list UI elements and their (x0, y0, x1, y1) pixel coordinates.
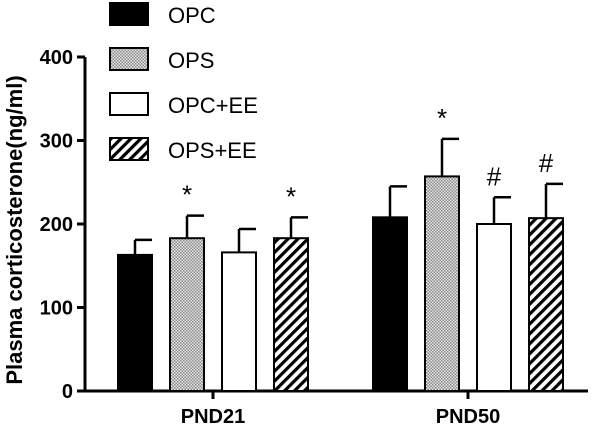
bar-ops-ee-pnd50 (528, 217, 564, 392)
y-tick-label: 300 (40, 131, 73, 153)
bar-opc-pnd21 (117, 253, 153, 392)
bar-ops-pnd21 (169, 237, 205, 392)
legend-swatch (109, 2, 149, 26)
significance-marker: # (487, 161, 502, 191)
bar-ops-ee-pnd21 (273, 237, 309, 392)
legend-label: OPS+EE (168, 138, 257, 163)
plot-area: 0 100 200 300 400 * * PND21 * # # PND50 (40, 47, 588, 428)
legend-label: OPC (168, 3, 216, 28)
y-tick-label: 400 (40, 47, 73, 69)
x-tick-label: PND50 (436, 406, 500, 428)
bar-opc-ee-pnd50 (476, 223, 512, 392)
legend-swatch (109, 47, 149, 71)
y-tick-label: 0 (62, 381, 73, 403)
bar-opc-ee-pnd21 (221, 251, 257, 392)
bar-opc-pnd50 (372, 216, 408, 392)
y-tick-label: 200 (40, 214, 73, 236)
significance-marker: # (539, 148, 554, 178)
significance-marker: * (286, 181, 296, 211)
legend-label: OPC+EE (168, 93, 258, 118)
legend-swatch (109, 137, 149, 161)
bar-ops-pnd50 (424, 175, 460, 392)
significance-marker: * (437, 103, 447, 133)
legend: OPC OPS OPC+EE OPS+EE (109, 2, 258, 163)
legend-label: OPS (168, 48, 214, 73)
legend-swatch (109, 92, 149, 116)
y-tick-label: 100 (40, 298, 73, 320)
x-tick-label: PND21 (181, 406, 245, 428)
y-axis-title: Plasma corticosterone(ng/ml) (2, 75, 27, 384)
significance-marker: * (182, 180, 192, 210)
